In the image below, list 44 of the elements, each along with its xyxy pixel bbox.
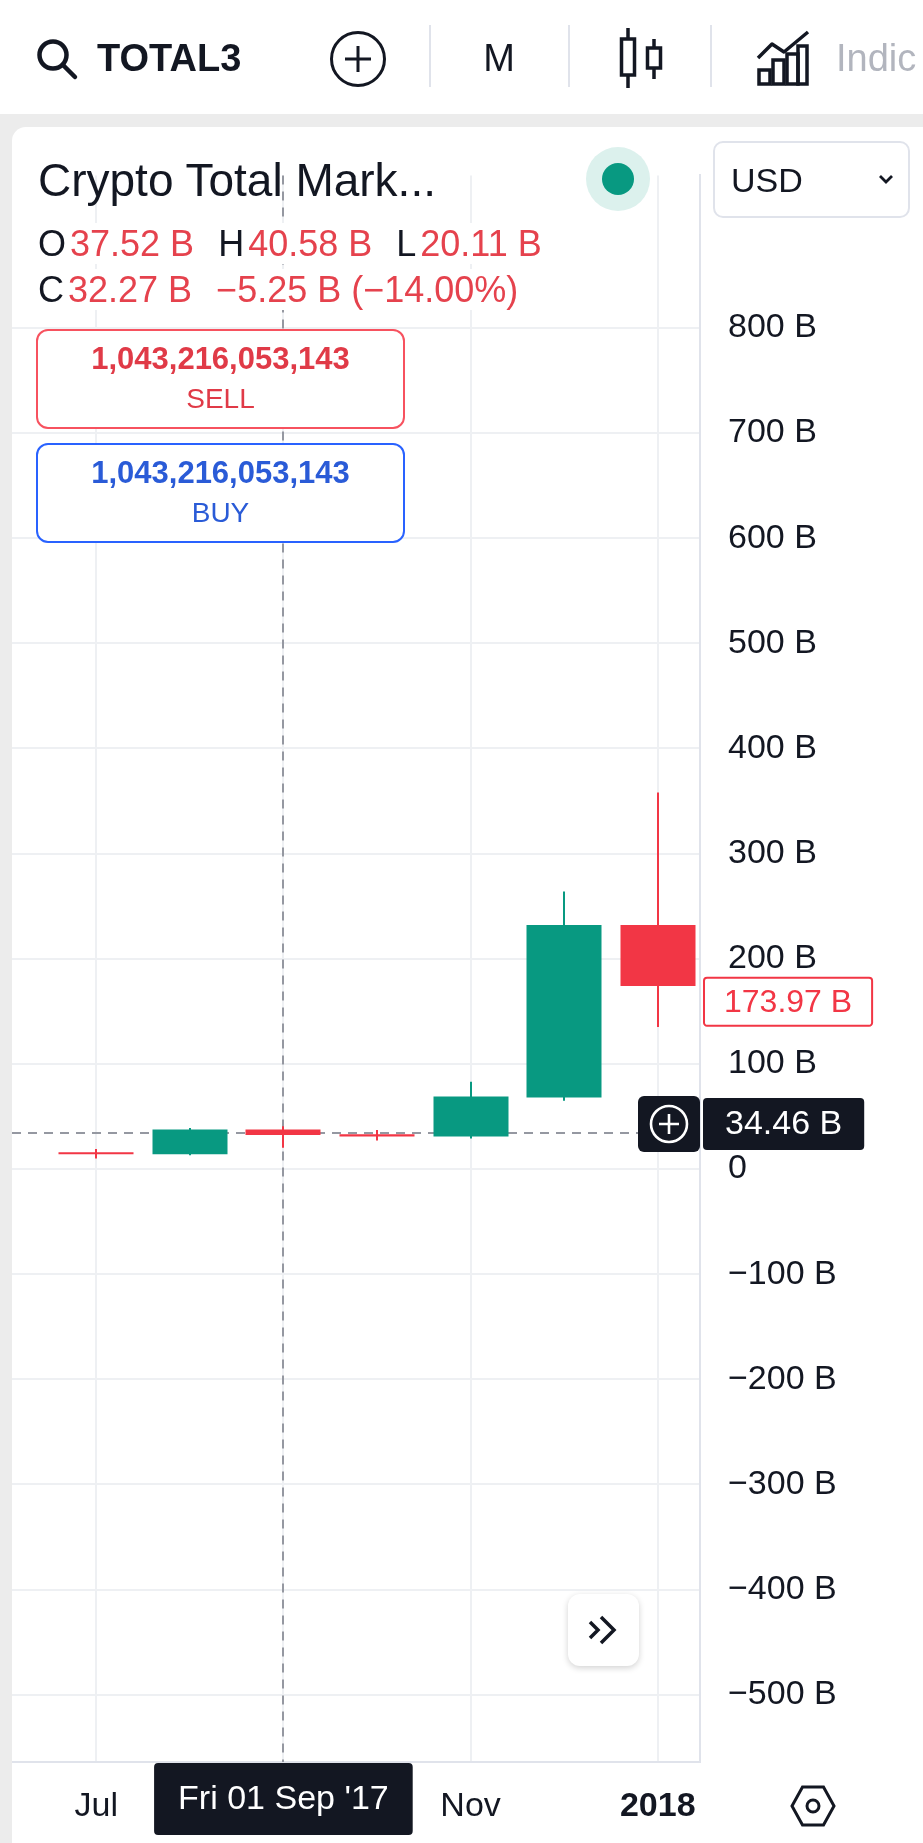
y-tick-label: 300 B [728,831,817,870]
annotation: BUY [190,496,251,530]
y-tick-label: −400 B [728,1567,837,1606]
y-tick-label: 100 B [728,1042,817,1081]
annotation: SELL [185,382,256,416]
y-tick-label: −500 B [728,1673,837,1712]
candlestick [339,1130,415,1141]
ref-line-label: Fri 01 Sep '17 [178,1778,389,1817]
y-tick-label: −300 B [728,1462,837,1501]
y-tick-label: −200 B [728,1357,837,1396]
chart-title: Crypto Total Mark... [38,154,436,206]
text: Indic [836,36,917,81]
annotation: C [38,269,64,310]
text: USD [731,160,803,201]
annotation: 1,043,216,053,143 [90,454,351,492]
annotation: L [396,223,417,264]
x-tick-label: Jul [74,1784,118,1823]
annotation: 173.97 B [724,982,853,1019]
x-tick-label: 2018 [619,1784,696,1823]
y-tick-label: 200 B [728,937,817,976]
annotation: 1,043,216,053,143 [90,340,351,378]
y-tick-label: 0 [728,1147,747,1186]
annotation: O [38,223,67,264]
text: TOTAL3 [97,36,242,81]
annotation: 40.58 B [248,223,373,264]
annotation: 20.11 B [420,223,542,264]
ref-line-label: 34.46 B [725,1103,843,1142]
annotation: H [218,223,245,264]
candlestick [152,1127,228,1156]
candlestick [526,891,602,1101]
y-tick-label: −100 B [728,1252,837,1291]
y-tick-label: 400 B [728,726,817,765]
text: M [482,36,516,81]
candlestick [620,792,696,1028]
candlestick [433,1081,509,1139]
x-tick-label: Nov [440,1784,501,1823]
annotation: 37.52 B [70,223,195,264]
annotation: −5.25 B (−14.00%) [216,269,519,310]
y-tick-label: 700 B [728,411,817,450]
y-tick-label: 600 B [728,516,817,555]
annotation: 32.27 B [68,269,193,310]
y-tick-label: 800 B [728,306,817,345]
candlestick [58,1149,134,1159]
y-tick-label: 500 B [728,621,817,660]
